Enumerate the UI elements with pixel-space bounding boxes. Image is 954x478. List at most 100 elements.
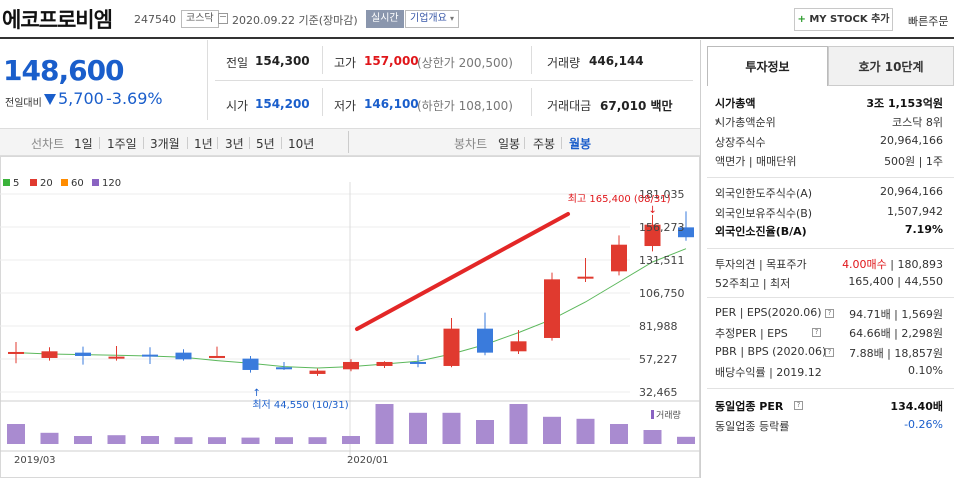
help-icon[interactable]: ? — [825, 348, 834, 357]
candle[interactable] — [41, 351, 58, 358]
info-row-key: PER | EPS(2020.06) — [715, 306, 822, 319]
legend-ma20-label: 20 — [40, 178, 53, 189]
candle[interactable] — [644, 224, 661, 247]
candle[interactable] — [175, 352, 192, 360]
volume-bar — [610, 424, 628, 444]
info-row-key: 외국인소진율(B/A) — [715, 225, 807, 238]
info-row-value: 7.88배 | 18,857원 — [849, 347, 943, 360]
tab-group-separator — [348, 131, 349, 153]
x-tick-label: 2020/01 — [347, 455, 389, 466]
prev-close-value: 154,300 — [255, 54, 310, 68]
candle-chart-label[interactable]: 봉차트 — [454, 137, 488, 151]
tab-daily[interactable]: 일봉 — [498, 137, 521, 151]
company-info-label: 기업개요 — [410, 13, 447, 24]
stock-chart[interactable]: 181,035 156,273 131,511 106,750 81,988 57,227… — [0, 156, 700, 478]
low-label: 저가 — [334, 99, 357, 113]
volume-bar — [275, 437, 293, 444]
candle[interactable] — [276, 367, 292, 370]
volume-bar — [677, 436, 695, 444]
help-icon[interactable]: ? — [812, 328, 821, 337]
info-row: 시가총액 3조 1,153억원 — [715, 95, 943, 113]
tab-10y[interactable]: 10년 — [288, 137, 315, 151]
candle[interactable] — [410, 361, 426, 364]
candle[interactable] — [376, 361, 393, 366]
tab-1d[interactable]: 1일 — [74, 137, 93, 151]
help-icon[interactable]: ? — [825, 309, 834, 318]
amount-value: 67,010 백만 — [600, 97, 673, 114]
tab-weekly[interactable]: 주봉 — [533, 137, 556, 151]
volume-value: 446,144 — [589, 54, 644, 68]
volume-bar — [74, 436, 92, 444]
realtime-button[interactable]: 실시간 — [366, 10, 404, 28]
tab-monthly[interactable]: 월봉 — [569, 137, 592, 151]
candle[interactable] — [544, 279, 560, 338]
info-row-key: 동일업종 PER — [715, 400, 784, 413]
company-info-dropdown[interactable]: 기업개요 ▾ — [405, 10, 460, 28]
candle[interactable] — [242, 358, 259, 370]
y-tick-label: 106,750 — [639, 287, 685, 300]
line-chart-label[interactable]: 선차트 — [31, 137, 65, 151]
info-row-value: 3조 1,153억원 — [866, 97, 943, 110]
info-row-value: 165,400 | 44,550 — [848, 275, 943, 288]
info-row-key: 액면가 | 매매단위 — [715, 155, 797, 168]
volume-legend-label: 거래량 — [656, 409, 681, 421]
candle[interactable] — [577, 276, 594, 279]
y-tick-label: 32,465 — [639, 386, 678, 399]
candle[interactable] — [611, 244, 627, 272]
info-row-value: 1,507,942 — [887, 205, 943, 218]
y-tick-label: 81,988 — [639, 320, 678, 333]
chevron-down-icon[interactable]: ▾ — [715, 117, 720, 127]
info-row: 52주최고 | 최저 165,400 | 44,550 — [715, 275, 943, 293]
legend-ma60: 60 — [61, 178, 84, 189]
info-row: 추정PER | EPS 64.66배 | 2,298원? — [715, 325, 943, 343]
add-my-stock-button[interactable]: + MY STOCK 추가 — [794, 8, 893, 31]
candle[interactable] — [510, 341, 527, 352]
tab-1y[interactable]: 1년 — [194, 137, 213, 151]
candle[interactable] — [75, 352, 91, 356]
low-value: 146,100 — [364, 97, 419, 111]
candle[interactable] — [343, 361, 359, 370]
tab-hoga-10[interactable]: 호가 10단계 — [828, 46, 954, 86]
candle[interactable] — [142, 354, 158, 357]
tab-5y[interactable]: 5년 — [256, 137, 275, 151]
legend-ma120-label: 120 — [102, 178, 122, 189]
amount-label: 거래대금 — [547, 99, 592, 113]
candle[interactable] — [8, 351, 24, 354]
info-row-value: 134.40배 — [890, 400, 943, 413]
candle[interactable] — [443, 328, 460, 366]
quick-order-link[interactable]: 빠른주문 — [908, 15, 949, 28]
info-row-value: 코스닥 8위 — [892, 116, 943, 129]
info-row: 시가총액순위 ▾ 코스닥 8위 — [715, 114, 943, 132]
invest-opinion: 4.00매수 — [842, 258, 887, 271]
tab-invest-info[interactable]: 투자정보 — [707, 46, 828, 86]
tab-1w[interactable]: 1주일 — [107, 137, 137, 151]
volume-bar — [40, 432, 59, 444]
volume-label: 거래량 — [547, 56, 581, 70]
candle[interactable] — [678, 227, 694, 238]
tab-3m[interactable]: 3개월 — [150, 137, 180, 151]
candle[interactable] — [477, 328, 493, 353]
legend-ma60-label: 60 — [71, 178, 84, 189]
info-row-key: PBR | BPS (2020.06) — [715, 345, 827, 358]
volume-bar — [308, 437, 327, 444]
y-tick-label: 181,035 — [639, 188, 685, 201]
info-row: PER | EPS(2020.06) 94.71배 | 1,569원? — [715, 306, 943, 324]
prev-close-label: 전일 — [226, 56, 249, 70]
tab-3y[interactable]: 3년 — [225, 137, 244, 151]
change-percent: -3.69% — [106, 89, 163, 108]
divider — [207, 40, 208, 120]
divider — [322, 46, 323, 74]
info-row: 상장주식수 20,964,166 — [715, 134, 943, 152]
candle[interactable] — [209, 355, 225, 358]
volume-bar — [107, 435, 126, 444]
legend-swatch — [92, 179, 99, 186]
divider — [322, 88, 323, 116]
tab-separator — [561, 137, 562, 149]
help-icon[interactable]: ? — [794, 401, 803, 410]
tab-separator — [524, 137, 525, 149]
info-row-key: 시가총액순위 — [715, 116, 776, 129]
info-row-value: 20,964,166 — [880, 134, 943, 147]
candle[interactable] — [108, 356, 125, 359]
calendar-icon — [218, 13, 228, 24]
candle[interactable] — [309, 370, 326, 374]
